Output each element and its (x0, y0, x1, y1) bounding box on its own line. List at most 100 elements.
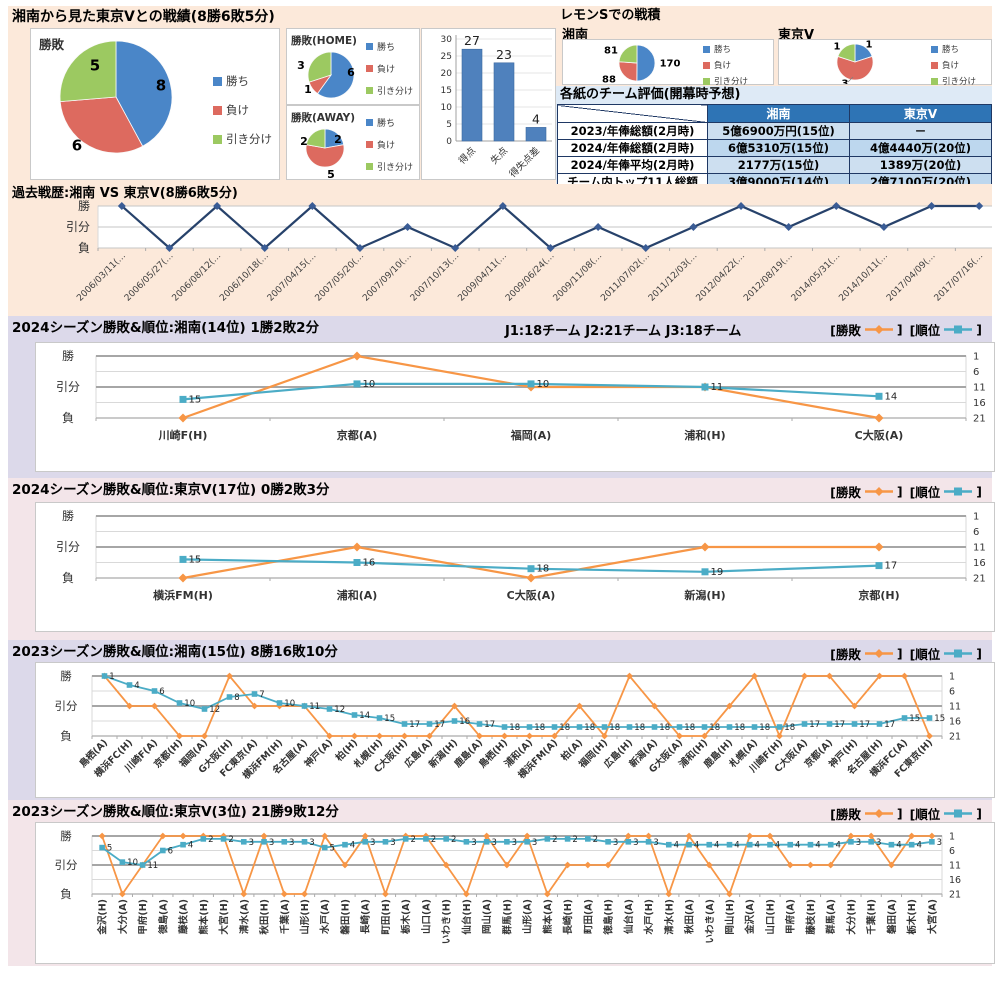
data-point-marker (784, 223, 793, 231)
table-row: 2024/年俸平均(2月時) 2177万(15位) 1389万(20位) (557, 156, 992, 174)
rank-value-label: 2 (431, 835, 436, 845)
rank-point-marker (746, 841, 753, 848)
rank-value-label: 18 (709, 723, 720, 733)
series-legend: [勝敗 ] [順位 ] (830, 644, 982, 663)
rank-value-label: 4 (694, 841, 699, 851)
rank-point-marker (251, 691, 258, 697)
result-point-marker (564, 861, 571, 869)
section-title: 湘南から見た東京Vとの戦績(8勝6敗5分) (12, 9, 275, 25)
pie-value-label: 88 (602, 75, 616, 85)
pie-legend: 勝ち 負け 引き分け (931, 43, 976, 87)
data-point-marker (308, 202, 317, 210)
pie-value-label: 81 (604, 46, 618, 57)
result-point-marker (159, 832, 167, 840)
pie-legend: 勝ち 負け 引き分け (366, 116, 413, 173)
rank-point-marker (851, 721, 858, 727)
pie-legend: 勝ち 負け 引き分け (366, 40, 413, 97)
x-axis-label: 得失点差 (507, 145, 542, 179)
x-axis-label: 磐田(H) (339, 899, 351, 936)
rank-point-marker (261, 839, 267, 845)
rank-point-marker (483, 839, 490, 845)
section-title: 各紙のチーム評価(開幕時予想) (560, 87, 741, 102)
pie-slices (836, 43, 874, 81)
rank-value-label: 18 (537, 564, 550, 575)
rank-value-label: 18 (559, 723, 570, 733)
rank-point-marker (585, 836, 591, 842)
legend-swatch-icon (213, 134, 222, 144)
result-point-marker (705, 861, 713, 869)
data-point-marker (879, 223, 888, 231)
rank-point-marker (402, 836, 409, 842)
result-point-marker (676, 732, 683, 740)
result-point-marker (926, 732, 933, 740)
x-axis-label: 2009/11/08(… (552, 251, 605, 304)
x-axis-label: 2006/03/11(… (75, 251, 128, 304)
rank-value-label: 4 (815, 841, 820, 851)
rank-point-marker (876, 721, 883, 727)
data-point-marker (546, 244, 555, 252)
result-point-marker (442, 861, 450, 869)
x-axis-label: 浦和(H) (684, 428, 725, 442)
x-axis-label: 金沢(H) (97, 899, 109, 936)
x-axis-label: 熊本(A) (542, 899, 554, 934)
result-point-marker (604, 861, 612, 869)
section-title: 過去戦歴:湘南 VS 東京V(8勝6敗5分) (12, 186, 238, 201)
x-axis-label: 山口(A) (420, 899, 432, 934)
rank-point-marker (787, 841, 794, 848)
rank-point-marker (362, 839, 369, 845)
result-point-marker (376, 732, 383, 740)
legend-swatch-icon (366, 43, 373, 50)
data-point-marker (451, 244, 460, 252)
bar (461, 48, 483, 142)
legend-swatch-icon (366, 65, 373, 72)
result-point-marker (126, 702, 133, 710)
x-axis-label: 長崎(A) (360, 899, 372, 934)
rank-value-label: 10 (363, 379, 376, 390)
data-point-marker (498, 202, 507, 210)
rank-point-marker (176, 700, 183, 706)
legend-item: 負け (366, 62, 413, 75)
rank-value-label: 19 (711, 567, 724, 578)
y-axis-label: 引分 (56, 540, 80, 554)
x-axis-label: 金沢(A) (744, 899, 756, 935)
column-header-tokyov: 東京V (849, 104, 992, 123)
x-axis-label: 仙台(A) (623, 899, 635, 934)
result-point-marker (151, 702, 158, 710)
bar (493, 62, 515, 142)
rank-point-marker (151, 688, 158, 694)
result-point-marker (351, 732, 358, 740)
pie-value-label: 6 (72, 136, 82, 154)
rank-point-marker (423, 836, 429, 842)
result-point-marker (645, 832, 652, 840)
rank-value-label: 7 (259, 690, 264, 700)
rank-point-marker (901, 715, 908, 721)
legend-rank-close: ] (976, 484, 982, 499)
rank-value-label: 15 (189, 554, 202, 565)
result-point-marker (352, 351, 362, 361)
result-series-marker-icon (864, 809, 893, 818)
result-point-marker (526, 732, 533, 740)
rank-axis-tick: 1 (949, 832, 955, 843)
y-axis-tick: 15 (441, 86, 452, 96)
pie-value-label: 6 (347, 66, 355, 79)
rank-point-marker (524, 839, 530, 845)
pie-slice (837, 43, 856, 63)
x-axis-label: 2017/04/09(… (885, 251, 938, 304)
rank-value-label: 2 (572, 835, 577, 845)
rank-value-label: 4 (775, 841, 780, 851)
x-axis-label: 千葉(A) (279, 899, 291, 934)
rank-point-marker (807, 841, 814, 848)
diagonal-header-cell (557, 104, 708, 123)
rank-value-label: 16 (459, 717, 470, 727)
legend-label: 引き分け (714, 77, 749, 87)
chart-panel: 勝引分負 1 6 11 16 21 川崎F(H) 京都(A) 福岡(A) 浦和(H) C大阪(A) 1… (35, 342, 995, 472)
pie-slice (59, 96, 144, 154)
rank-value-label: 3 (471, 838, 476, 848)
y-axis-label: 引分 (55, 699, 78, 713)
result-point-marker (665, 890, 673, 898)
result-point-marker (321, 832, 329, 840)
rank-point-marker (868, 839, 874, 845)
y-axis-label: 勝 (60, 669, 72, 683)
overall-pie-chart: 8 6 5 (59, 40, 173, 154)
